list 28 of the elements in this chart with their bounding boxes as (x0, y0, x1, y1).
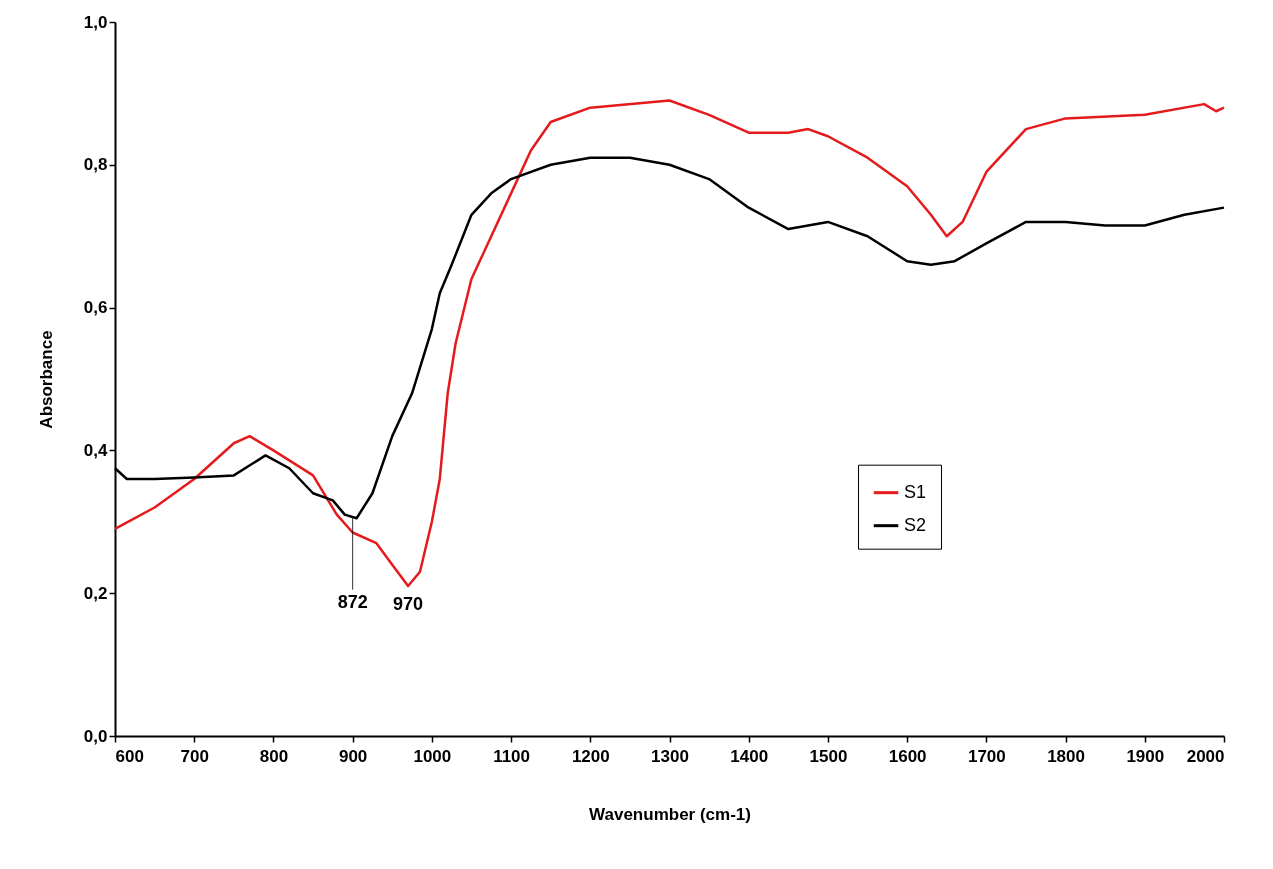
x-tick-label: 1600 (888, 746, 927, 766)
x-tick-label: 2000 (1186, 746, 1225, 766)
x-tick-label: 800 (259, 746, 289, 766)
x-tick-label: 600 (115, 746, 144, 766)
x-axis-title: Wavenumber (cm-1) (589, 804, 751, 824)
legend-label: S1 (904, 481, 927, 502)
x-tick-label: 900 (338, 746, 368, 766)
y-tick-label: 0,6 (83, 298, 108, 318)
annotation: 872 (337, 591, 368, 612)
y-axis-title: Absorbance (36, 330, 56, 429)
annotation: 970 (393, 594, 424, 615)
x-tick-label: 1800 (1047, 746, 1085, 766)
x-tick-label: 1700 (967, 746, 1006, 766)
y-tick-label: 0,8 (83, 155, 108, 175)
x-tick-label: 1100 (493, 746, 531, 766)
y-tick-label: 1,0 (83, 12, 108, 32)
legend-label: S2 (904, 514, 927, 535)
x-tick-label: 1400 (730, 746, 769, 766)
y-tick-label: 0,2 (83, 583, 108, 603)
x-tick-label: 1500 (809, 746, 848, 766)
y-tick-label: 0,0 (83, 726, 108, 746)
x-tick-label: 1900 (1126, 746, 1165, 766)
x-tick-label: 1000 (413, 746, 452, 766)
x-tick-label: 700 (180, 746, 209, 766)
x-tick-label: 1200 (571, 746, 610, 766)
line-series (113, 99, 1226, 588)
x-tick-label: 1300 (651, 746, 689, 766)
y-tick-label: 0,4 (83, 440, 109, 460)
